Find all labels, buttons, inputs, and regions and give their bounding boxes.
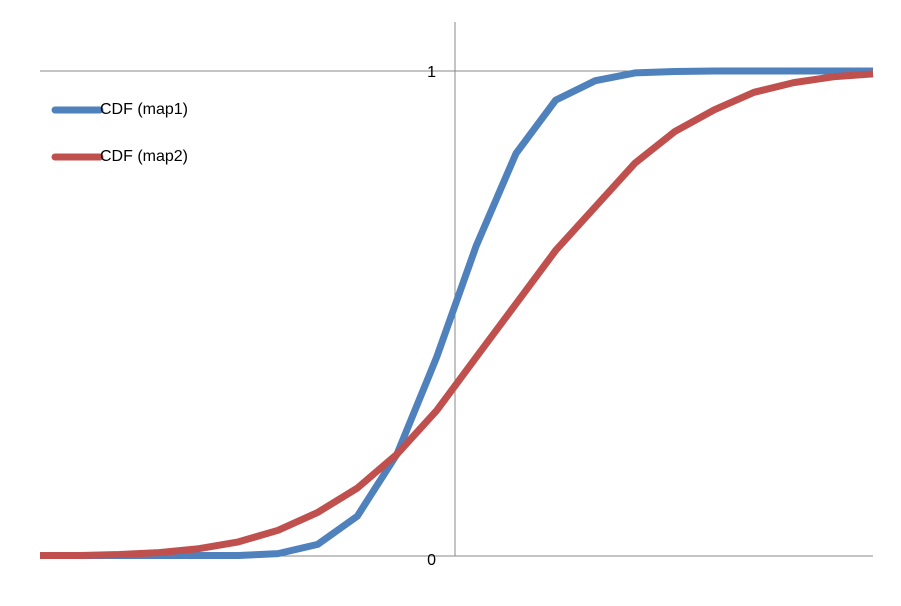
legend-label: CDF (map2) [100, 148, 188, 165]
y-tick-label: 0 [427, 552, 436, 569]
series-line [40, 67, 873, 559]
y-tick-label: 1 [427, 64, 436, 81]
series-line [40, 70, 874, 559]
legend-label: CDF (map1) [100, 101, 188, 118]
